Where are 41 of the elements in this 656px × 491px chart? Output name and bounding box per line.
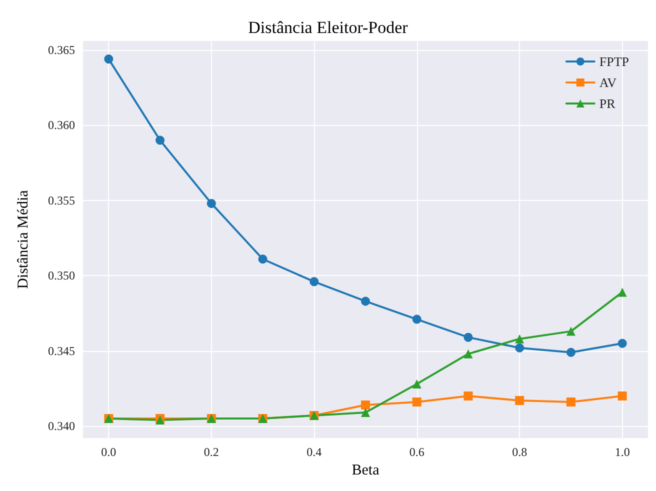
y-tick-label: 0.355 [48, 193, 75, 208]
x-tick-label: 0.8 [512, 445, 528, 460]
point [515, 334, 524, 344]
legend-label: FPTP [599, 54, 630, 69]
point [412, 398, 422, 406]
y-tick-label: 0.350 [48, 268, 75, 283]
point [156, 136, 165, 145]
legend-label: PR [599, 96, 616, 111]
point [206, 198, 216, 208]
point [258, 254, 268, 264]
x-axis-title: Beta [352, 462, 380, 478]
point [618, 391, 627, 400]
point [412, 379, 422, 388]
x-tick-label: 1.0 [614, 445, 630, 460]
point [464, 349, 473, 358]
point [566, 398, 576, 406]
point [310, 277, 319, 286]
point [566, 326, 576, 336]
point [566, 348, 576, 357]
point [361, 408, 370, 418]
point [104, 54, 114, 64]
point [464, 391, 473, 400]
point [618, 338, 627, 348]
x-tick-label: 0.2 [204, 445, 219, 460]
x-tick-label: 0.0 [101, 445, 116, 460]
point [412, 314, 422, 324]
y-tick-label: 0.345 [48, 344, 75, 358]
y-tick-label: 0.365 [48, 43, 75, 58]
legend-label: AV [599, 75, 618, 90]
chart-title: Distância Eleitor-Poder [248, 18, 408, 37]
point [361, 296, 370, 306]
y-axis-title: Distância Média [16, 190, 32, 289]
point [515, 343, 524, 352]
x-tick-label: 0.4 [306, 445, 322, 460]
x-tick-label: 0.6 [409, 445, 424, 460]
point [361, 400, 370, 410]
point [515, 396, 524, 405]
y-tick-label: 0.340 [48, 419, 75, 434]
point [464, 332, 473, 342]
point [618, 288, 627, 297]
y-tick-label: 0.360 [48, 118, 75, 132]
